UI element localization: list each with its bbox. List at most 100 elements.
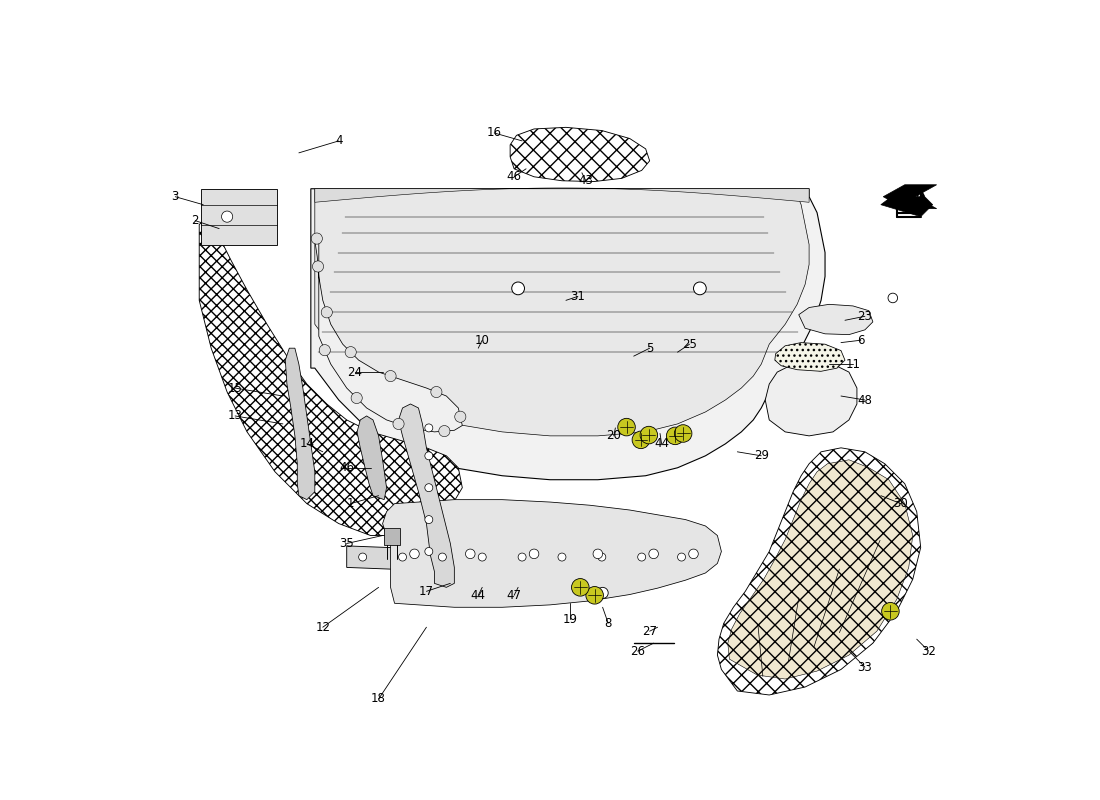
Polygon shape bbox=[383, 500, 722, 607]
Polygon shape bbox=[883, 185, 937, 209]
Polygon shape bbox=[285, 348, 315, 500]
Circle shape bbox=[478, 553, 486, 561]
Circle shape bbox=[221, 211, 233, 222]
Text: 18: 18 bbox=[371, 693, 386, 706]
Circle shape bbox=[425, 424, 432, 432]
Circle shape bbox=[345, 346, 356, 358]
Text: 26: 26 bbox=[630, 645, 646, 658]
Circle shape bbox=[431, 386, 442, 398]
Polygon shape bbox=[311, 189, 825, 480]
Text: a passion for performance 1988: a passion for performance 1988 bbox=[385, 363, 715, 453]
Text: 8: 8 bbox=[605, 617, 612, 630]
Circle shape bbox=[425, 452, 432, 460]
Polygon shape bbox=[358, 416, 386, 500]
Circle shape bbox=[667, 427, 684, 445]
Polygon shape bbox=[774, 342, 845, 371]
Polygon shape bbox=[398, 404, 454, 587]
Text: 32: 32 bbox=[921, 645, 936, 658]
Text: 15: 15 bbox=[228, 382, 242, 394]
Polygon shape bbox=[728, 460, 913, 679]
Text: 20: 20 bbox=[606, 430, 621, 442]
Text: 14: 14 bbox=[299, 438, 315, 450]
Circle shape bbox=[572, 578, 590, 596]
Text: 27: 27 bbox=[642, 625, 657, 638]
Text: 6: 6 bbox=[857, 334, 865, 346]
Circle shape bbox=[398, 553, 407, 561]
Bar bbox=[384, 527, 400, 545]
Circle shape bbox=[558, 553, 565, 561]
Circle shape bbox=[693, 282, 706, 294]
Circle shape bbox=[586, 586, 604, 604]
Circle shape bbox=[425, 547, 432, 555]
Polygon shape bbox=[346, 546, 697, 579]
Circle shape bbox=[351, 393, 362, 403]
Text: 46: 46 bbox=[507, 170, 521, 183]
Polygon shape bbox=[199, 221, 462, 535]
Circle shape bbox=[640, 426, 658, 444]
Circle shape bbox=[888, 293, 898, 302]
Circle shape bbox=[518, 553, 526, 561]
Circle shape bbox=[319, 345, 330, 356]
Polygon shape bbox=[799, 304, 873, 334]
Circle shape bbox=[385, 370, 396, 382]
Text: 44: 44 bbox=[654, 438, 669, 450]
Circle shape bbox=[597, 553, 606, 561]
Text: 30: 30 bbox=[893, 497, 909, 510]
Text: 19: 19 bbox=[562, 613, 578, 626]
Polygon shape bbox=[315, 188, 810, 202]
Circle shape bbox=[454, 411, 466, 422]
Polygon shape bbox=[315, 189, 810, 436]
Circle shape bbox=[689, 549, 698, 558]
Circle shape bbox=[678, 553, 685, 561]
Text: 46: 46 bbox=[339, 462, 354, 474]
Circle shape bbox=[425, 484, 432, 492]
Polygon shape bbox=[881, 193, 933, 217]
Text: 16: 16 bbox=[486, 126, 502, 139]
Circle shape bbox=[359, 553, 366, 561]
Circle shape bbox=[512, 282, 525, 294]
Circle shape bbox=[618, 418, 636, 436]
Circle shape bbox=[439, 426, 450, 437]
Text: 31: 31 bbox=[571, 290, 585, 303]
Text: Eurospares: Eurospares bbox=[408, 314, 692, 414]
Bar bbox=[201, 189, 276, 245]
Polygon shape bbox=[315, 237, 462, 432]
Circle shape bbox=[425, 515, 432, 523]
Text: 35: 35 bbox=[339, 537, 354, 550]
Circle shape bbox=[674, 425, 692, 442]
Text: 44: 44 bbox=[471, 589, 486, 602]
Polygon shape bbox=[766, 360, 857, 436]
Polygon shape bbox=[510, 127, 650, 182]
Circle shape bbox=[465, 549, 475, 558]
Circle shape bbox=[409, 549, 419, 558]
Text: 33: 33 bbox=[858, 661, 872, 674]
Text: 13: 13 bbox=[228, 410, 242, 422]
Circle shape bbox=[597, 587, 608, 598]
Text: 10: 10 bbox=[475, 334, 490, 346]
Circle shape bbox=[881, 602, 899, 620]
Text: 5: 5 bbox=[646, 342, 653, 354]
Text: 12: 12 bbox=[316, 621, 330, 634]
Circle shape bbox=[393, 418, 404, 430]
Circle shape bbox=[593, 549, 603, 558]
Text: 43: 43 bbox=[579, 174, 593, 187]
Circle shape bbox=[529, 549, 539, 558]
Text: 23: 23 bbox=[858, 310, 872, 322]
Circle shape bbox=[632, 431, 650, 449]
Text: 47: 47 bbox=[507, 589, 521, 602]
Circle shape bbox=[311, 233, 322, 244]
Text: 2: 2 bbox=[191, 214, 199, 227]
Text: 1: 1 bbox=[346, 497, 354, 510]
Text: 48: 48 bbox=[858, 394, 872, 406]
Circle shape bbox=[321, 306, 332, 318]
Text: 11: 11 bbox=[846, 358, 860, 370]
Polygon shape bbox=[717, 448, 921, 695]
Circle shape bbox=[312, 261, 323, 272]
Text: 24: 24 bbox=[348, 366, 362, 378]
Circle shape bbox=[638, 553, 646, 561]
Circle shape bbox=[649, 549, 659, 558]
Text: 29: 29 bbox=[754, 450, 769, 462]
Text: 17: 17 bbox=[419, 585, 433, 598]
Text: 3: 3 bbox=[172, 190, 179, 203]
Text: 25: 25 bbox=[682, 338, 697, 350]
